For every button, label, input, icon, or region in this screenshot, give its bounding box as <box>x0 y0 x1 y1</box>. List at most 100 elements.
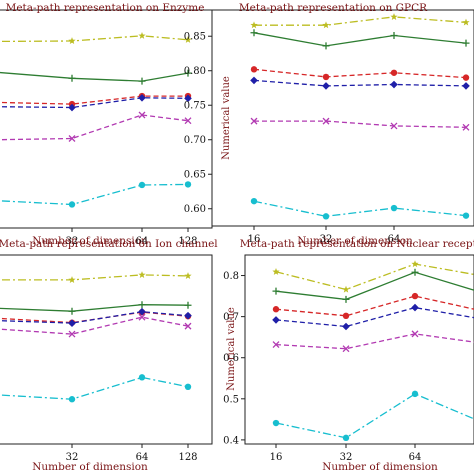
y-tick-label: 0.4 <box>223 435 239 446</box>
series-green <box>272 268 474 303</box>
series-cyan <box>272 390 474 442</box>
data-point <box>322 213 330 220</box>
data-point <box>138 301 146 309</box>
series-red <box>0 308 192 326</box>
data-point <box>184 117 192 125</box>
data-point <box>184 311 192 320</box>
x-tick-label: 128 <box>178 452 197 463</box>
series-yellow <box>0 271 192 283</box>
series-line <box>0 304 189 312</box>
data-point <box>184 383 192 391</box>
series-yellow <box>250 13 470 29</box>
data-point <box>250 117 258 125</box>
x-tick-label: 16 <box>248 234 261 245</box>
data-point <box>138 111 146 119</box>
series-line <box>0 97 189 109</box>
series-yellow <box>0 32 192 45</box>
data-point <box>68 74 76 82</box>
data-point <box>322 117 330 125</box>
series-line <box>254 120 467 128</box>
data-point <box>68 37 76 45</box>
data-point <box>462 212 470 219</box>
data-point <box>342 312 350 320</box>
data-point <box>322 73 330 81</box>
data-point <box>68 330 76 338</box>
data-point <box>250 29 258 37</box>
data-point <box>390 13 398 20</box>
data-point <box>138 307 146 316</box>
data-point <box>138 32 146 39</box>
y-tick-label: 0.5 <box>223 394 239 405</box>
x-tick-label: 64 <box>136 452 149 463</box>
data-point <box>184 36 192 43</box>
series-line <box>0 311 189 324</box>
x-tick-label: 32 <box>340 452 353 463</box>
data-point <box>462 123 470 131</box>
data-point <box>250 21 258 29</box>
series-line <box>0 35 189 43</box>
chart-panel-2: Meta-path representation on GPCR Number o… <box>184 2 474 247</box>
data-point <box>462 82 470 90</box>
chart-title: Meta-path representation on Enzyme <box>6 2 205 14</box>
series-line <box>253 68 467 79</box>
data-point <box>390 204 398 212</box>
data-point <box>342 434 350 442</box>
data-point <box>342 295 350 303</box>
x-axis-label: Number of dimension <box>32 235 148 247</box>
x-tick-label: 16 <box>270 452 283 463</box>
x-tick-label: 32 <box>66 452 79 463</box>
series-yellow <box>272 260 474 293</box>
data-point <box>462 18 470 26</box>
series-line <box>253 79 467 87</box>
y-tick-label: 0.75 <box>184 101 206 112</box>
x-tick-label: 64 <box>136 236 149 247</box>
y-tick-label: 0.65 <box>184 170 206 181</box>
data-point <box>250 66 258 73</box>
data-point <box>138 93 146 102</box>
data-point <box>411 330 419 338</box>
series-blue <box>0 307 192 327</box>
series-line <box>275 393 474 439</box>
data-point <box>411 303 419 312</box>
data-point <box>322 42 330 50</box>
series-purple <box>0 313 192 338</box>
data-point <box>411 268 419 276</box>
data-point <box>390 32 398 40</box>
chart-title: Meta-path representation on Nuclear rece… <box>240 238 474 250</box>
data-point <box>68 135 76 142</box>
data-point <box>184 69 192 77</box>
data-point <box>184 272 192 279</box>
series-cyan <box>250 197 470 220</box>
plot-frame <box>244 254 474 445</box>
y-tick-label: 0.7 <box>223 312 239 323</box>
y-tick-label: 0.70 <box>184 135 206 146</box>
series-line <box>275 295 474 317</box>
data-point <box>68 201 76 208</box>
data-point <box>411 390 419 398</box>
series-purple <box>272 330 474 353</box>
series-line <box>275 333 474 350</box>
data-point <box>68 103 76 112</box>
chart-panel-4: Meta-path representation on Nuclear rece… <box>223 238 474 473</box>
series-line <box>0 316 189 335</box>
data-point <box>68 307 76 315</box>
y-axis-label: Numerical value <box>221 76 232 160</box>
data-point <box>272 268 280 275</box>
series-green <box>0 301 192 315</box>
data-point <box>68 276 76 283</box>
series-line <box>254 16 467 26</box>
x-axis-label: Number of dimension <box>322 461 438 473</box>
data-point <box>390 69 398 76</box>
series-line <box>253 32 467 47</box>
data-point <box>462 39 470 47</box>
data-point <box>138 271 146 278</box>
data-point <box>138 77 146 85</box>
y-tick-label: 0.8 <box>223 271 239 282</box>
x-tick-label: 64 <box>388 234 401 245</box>
data-point <box>390 80 398 89</box>
series-line <box>0 274 189 281</box>
series-red <box>272 292 474 320</box>
y-axis-label: Numerical value <box>226 307 237 391</box>
x-axis-label: Number of dimension <box>32 461 148 473</box>
data-point <box>138 313 146 321</box>
